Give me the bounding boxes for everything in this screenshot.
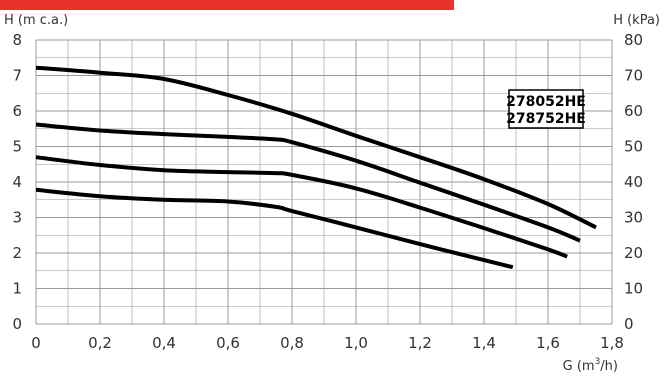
pump-curve-line-2 [35,122,581,243]
x-tick-label: 0 [31,334,41,352]
y-left-tick-label: 7 [12,67,22,85]
x-tick-label: 1,4 [472,334,496,352]
pump-curve-line-3 [35,155,568,259]
y-left-tick-label: 2 [12,244,22,262]
y-right-axis-label: H (kPa) [613,13,660,28]
x-tick-label: 0,4 [152,334,176,352]
x-tick-label: 1,0 [344,334,368,352]
y-right-tick-label: 10 [624,280,643,298]
y-right-tick-label: 60 [624,102,643,120]
legend-box: 278052HE 278752HE [506,89,586,129]
y-left-tick-label: 1 [12,280,22,298]
y-right-tick-label: 70 [624,67,643,85]
minor-grid [36,40,612,324]
y-right-tick-label: 80 [624,31,643,49]
y-left-tick-label: 8 [12,31,22,49]
y-left-tick-label: 4 [12,173,22,191]
x-tick-label: 0,6 [216,334,240,352]
x-axis-label-prefix: G (m [563,359,595,374]
pump-curve-line-1 [35,65,597,230]
x-axis-label-sup: 3 [595,357,601,367]
y-right-tick-label: 0 [624,315,634,333]
y-left-tick-label: 3 [12,209,22,227]
x-tick-label: 0,2 [88,334,112,352]
legend-label-2: 278752HE [506,111,586,127]
x-tick-label: 1,6 [536,334,560,352]
y-right-tick-label: 40 [624,173,643,191]
y-left-axis-label: H (m c.a.) [4,13,68,28]
y-left-tick-label: 5 [12,138,22,156]
pump-curves [35,65,597,270]
y-right-tick-label: 50 [624,138,643,156]
red-accent-bar [0,0,454,10]
legend-frame [508,89,584,129]
x-axis-label: G (m3/h) [563,357,618,374]
y-right-tick-label: 30 [624,209,643,227]
x-axis-label-suffix: /h) [600,359,618,374]
x-tick-label: 1,2 [408,334,432,352]
y-left-tick-label: 6 [12,102,22,120]
x-tick-label: 1,8 [600,334,624,352]
tick-labels: 0 0,2 0,4 0,6 0,8 1,0 1,2 1,4 1,6 1,80 01 102 203 304… [12,31,643,352]
y-left-tick-label: 0 [12,315,22,333]
y-right-tick-label: 20 [624,244,643,262]
x-tick-label: 0,8 [280,334,304,352]
legend-label-1: 278052HE [506,94,586,110]
pump-curve-line-4 [35,187,514,270]
